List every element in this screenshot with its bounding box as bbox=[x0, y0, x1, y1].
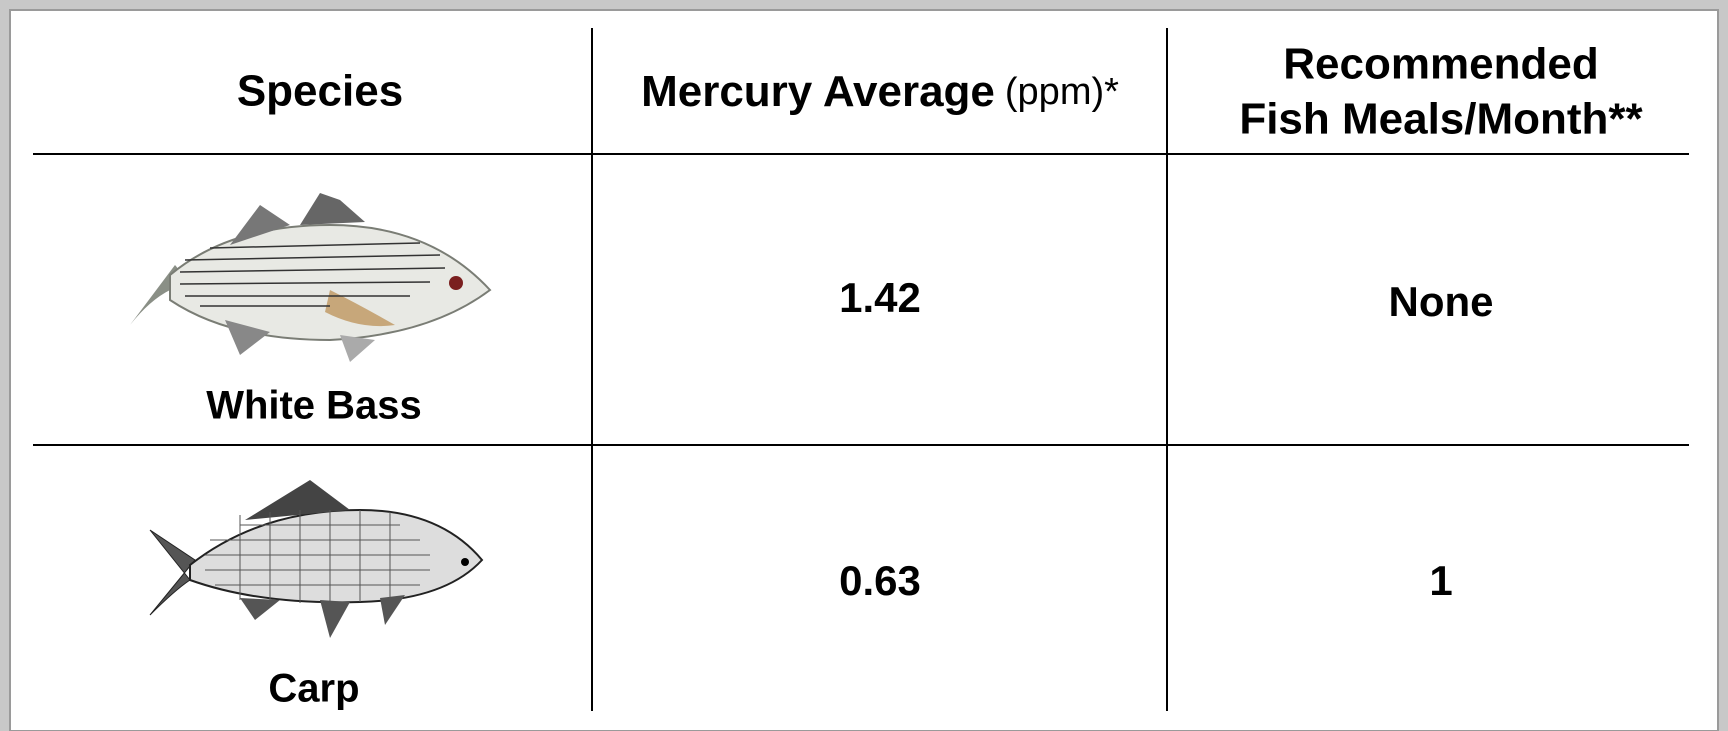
mercury-value: 0.63 bbox=[839, 557, 921, 604]
species-name: Carp bbox=[268, 667, 359, 711]
header-meals-line1: Recommended bbox=[1283, 40, 1598, 89]
header-meals-line2: Fish Meals/Month** bbox=[1239, 95, 1643, 144]
page: Species Mercury Average(ppm)* Recommende… bbox=[0, 0, 1728, 731]
header-species: Species bbox=[237, 67, 403, 116]
header-mercury-main: Mercury Average bbox=[641, 67, 995, 116]
mercury-value: 1.42 bbox=[839, 274, 921, 321]
header-mercury: Mercury Average(ppm)* bbox=[641, 67, 1119, 116]
meals-value: 1 bbox=[1429, 557, 1452, 604]
meals-value: None bbox=[1389, 278, 1494, 325]
header-mercury-unit: (ppm)* bbox=[1005, 71, 1119, 113]
species-name: White Bass bbox=[206, 384, 422, 428]
table: Species Mercury Average(ppm)* Recommende… bbox=[0, 0, 1728, 731]
